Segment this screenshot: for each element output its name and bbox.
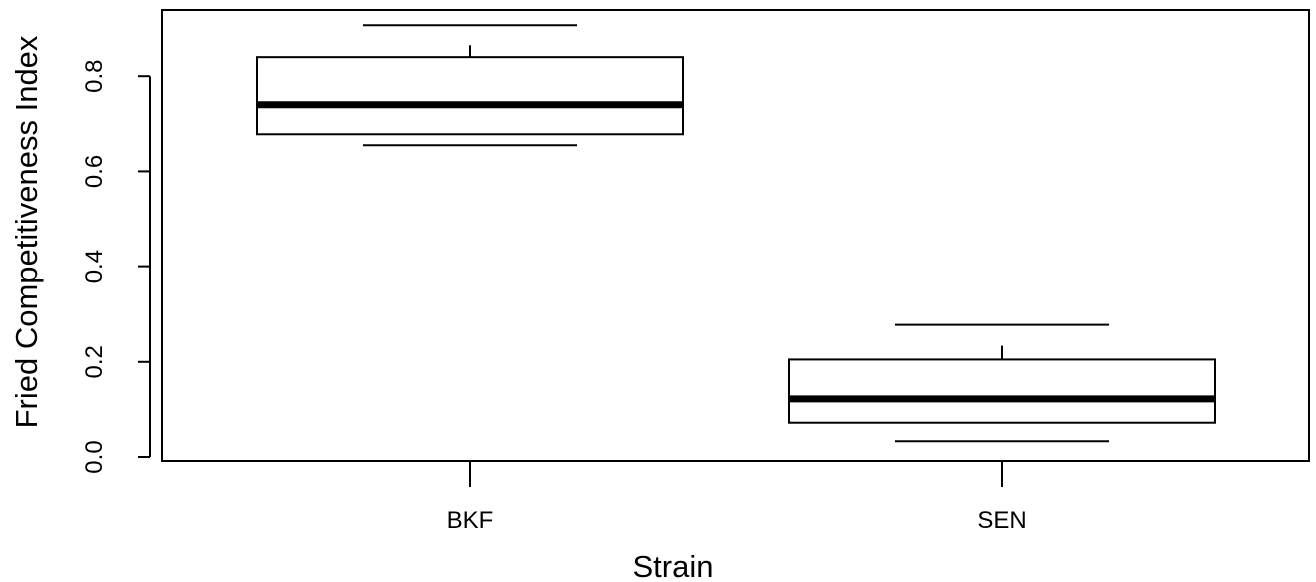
box-sen	[788, 323, 1216, 443]
iqr-box	[788, 358, 1216, 424]
x-axis: BKF SEN	[447, 461, 1027, 534]
x-tick-label: SEN	[977, 507, 1026, 534]
y-axis: 0.0 0.2 0.4 0.6 0.8	[81, 60, 151, 474]
x-axis-label: Strain	[633, 549, 714, 582]
y-axis-label: Fried Competitiveness Index	[9, 35, 44, 428]
boxes-group	[256, 24, 1216, 443]
box-bkf	[256, 24, 684, 147]
y-tick-label: 0.0	[81, 440, 108, 473]
iqr-box	[256, 56, 684, 136]
y-tick-label: 0.8	[81, 60, 108, 93]
plot-frame	[161, 9, 1310, 462]
y-tick-label: 0.4	[81, 250, 108, 283]
y-tick-label: 0.6	[81, 155, 108, 188]
x-tick-label: BKF	[447, 507, 494, 534]
plot-frame-group	[161, 9, 1310, 462]
y-tick-label: 0.2	[81, 345, 108, 378]
